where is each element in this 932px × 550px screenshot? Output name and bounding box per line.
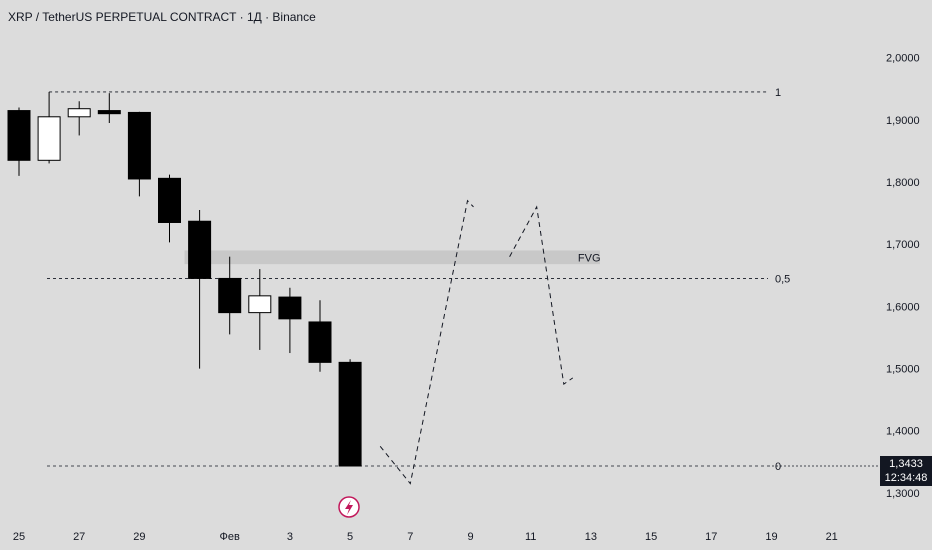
candle-body — [37, 116, 61, 161]
time-tick-label: 13 — [585, 531, 597, 543]
candle-body — [97, 110, 121, 115]
last-price-tag: 1,3433 12:34:48 — [880, 456, 932, 486]
price-tick-label: 1,5000 — [886, 364, 920, 376]
price-axis[interactable]: 1,3000 1,4000 1,5000 1,6000 1,7000 1,8000 1,90… — [886, 53, 920, 500]
candle-body — [158, 177, 181, 223]
candle — [97, 93, 121, 124]
candle — [338, 359, 362, 467]
projection-path — [509, 205, 574, 385]
candle-body — [218, 277, 242, 314]
projection-path — [379, 199, 474, 485]
time-tick-label: 7 — [407, 531, 413, 543]
candle-body — [278, 296, 302, 320]
time-tick-label: 29 — [133, 531, 145, 543]
price-tick-label: 1,3000 — [886, 488, 920, 500]
fib-level-label: 1 — [775, 87, 781, 99]
chart-title: XRP / TetherUS PERPETUAL CONTRACT · 1Д ·… — [8, 10, 316, 24]
time-tick-label: 21 — [826, 531, 838, 543]
price-tick-label: 1,4000 — [886, 426, 920, 438]
price-tick-label: 1,7000 — [886, 239, 920, 251]
candle-layer — [7, 91, 362, 467]
time-tick-label: 5 — [347, 531, 353, 543]
candle — [37, 91, 61, 164]
time-tick-label: 27 — [73, 531, 85, 543]
time-tick-label: 15 — [645, 531, 657, 543]
candle — [278, 287, 302, 354]
lightning-bolt-icon[interactable] — [338, 496, 360, 518]
candle-body — [67, 108, 91, 118]
time-tick-label: 19 — [765, 531, 777, 543]
fvg-zone — [184, 250, 600, 265]
time-tick-label: 11 — [525, 531, 536, 543]
price-tick-label: 1,6000 — [886, 301, 920, 313]
candle-body — [308, 321, 332, 363]
candle — [7, 107, 31, 176]
time-tick-label: 9 — [467, 531, 473, 543]
price-tick-label: 1,8000 — [886, 177, 920, 189]
candle-body — [127, 111, 151, 180]
fib-level-label: 0,5 — [775, 273, 790, 285]
fib-layer: 10,50 — [47, 87, 880, 473]
candle-body — [248, 295, 272, 314]
time-tick-label: 3 — [287, 531, 293, 543]
candle — [308, 300, 332, 372]
candle — [188, 210, 212, 369]
time-tick-label: 25 — [13, 531, 25, 543]
time-axis[interactable]: 25 27 29 Фев 3 5 7 9 11 13 15 17 19 21 — [13, 531, 838, 543]
price-tick-label: 2,0000 — [886, 53, 920, 65]
fvg-label: FVG — [578, 252, 601, 264]
fib-level-label: 0 — [775, 461, 781, 473]
price-tick-label: 1,9000 — [886, 115, 920, 127]
candle — [248, 269, 272, 350]
time-tick-label: 17 — [705, 531, 717, 543]
candle — [218, 256, 242, 335]
projection-layer — [379, 199, 574, 485]
candle — [127, 111, 151, 197]
candle — [67, 101, 91, 136]
countdown-timer: 12:34:48 — [884, 472, 928, 484]
time-tick-label: Фев — [220, 531, 240, 543]
last-price-value: 1,3433 — [889, 458, 923, 470]
candle — [158, 174, 181, 243]
candle-body — [188, 220, 212, 279]
candle-body — [7, 110, 31, 161]
candle-body — [338, 361, 362, 467]
fvg-layer: FVG — [184, 250, 601, 265]
